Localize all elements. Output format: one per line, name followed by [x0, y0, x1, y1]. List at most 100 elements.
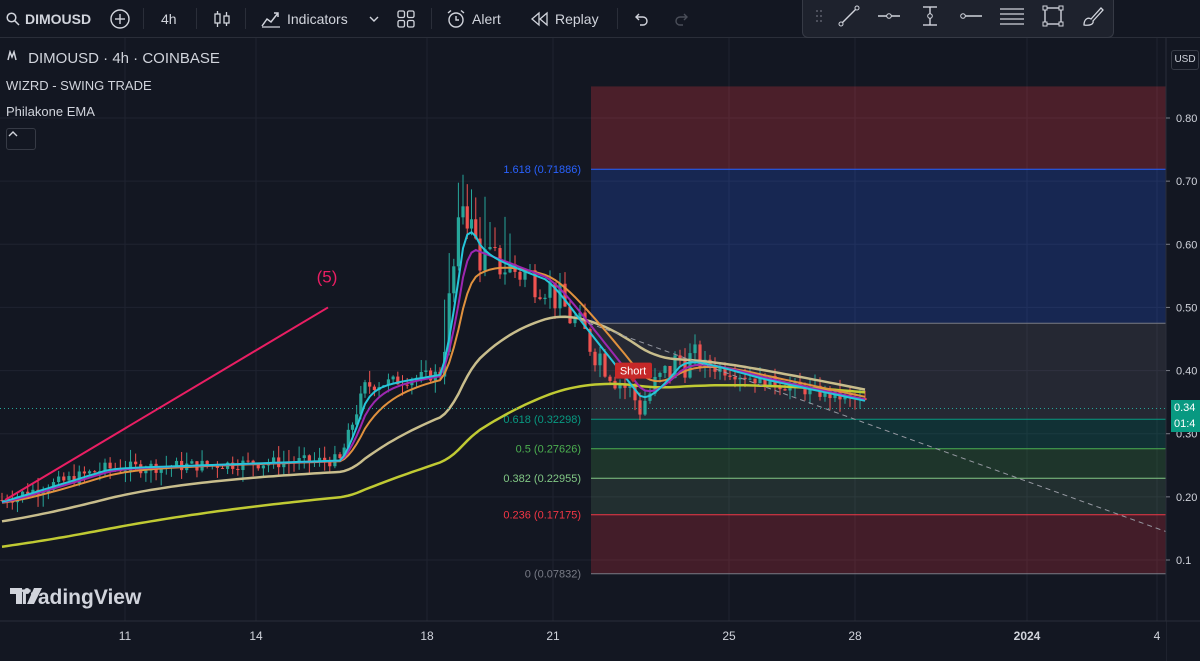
coinbase-logo-icon — [6, 50, 18, 64]
candle-body — [728, 375, 732, 377]
fib-level-label: 1.618 (0.71886) — [503, 164, 581, 176]
symbol-search[interactable]: DIMOUSD — [6, 0, 91, 37]
candle-body — [543, 297, 547, 300]
indicator-legend-2[interactable]: Philakone EMA — [6, 104, 95, 119]
candle-body — [628, 386, 632, 388]
candle-body — [708, 359, 712, 368]
tradingview-logo[interactable]: TradingView — [10, 586, 141, 610]
replay-button[interactable]: Replay — [531, 0, 599, 37]
horizontal-ray-tool[interactable] — [875, 4, 903, 32]
dashed-trend-line — [579, 319, 1167, 533]
wave-label: (5) — [317, 267, 338, 286]
candle-body — [93, 471, 97, 473]
symbol-label: DIMOUSD — [25, 10, 92, 27]
candle-body — [134, 461, 138, 465]
replay-label: Replay — [555, 10, 599, 27]
candle-body — [461, 206, 465, 218]
candle-body — [190, 461, 194, 464]
candle-body — [396, 376, 400, 385]
fib-zone — [591, 169, 1166, 324]
layout-button[interactable] — [396, 0, 416, 37]
candle-body — [271, 457, 276, 464]
search-icon — [6, 11, 20, 26]
candle-body — [346, 429, 350, 448]
candle-body — [743, 377, 747, 380]
toolbar-divider — [431, 8, 432, 29]
candle-body — [456, 217, 460, 267]
price-tick-label: 0.1 — [1176, 555, 1191, 567]
trend-line-tool[interactable] — [835, 4, 863, 32]
grid — [0, 38, 1166, 621]
fib-level-label: 0.236 (0.17175) — [503, 510, 581, 522]
candle-body — [302, 455, 306, 459]
time-scale-bg — [0, 621, 1166, 661]
candle-body — [783, 389, 787, 391]
fib-retracement[interactable]: 1.618 (0.71886) 0.618 (0.32298) 0.5 (0.276… — [503, 86, 1166, 581]
candle-body — [474, 219, 478, 239]
indicator-legend-1[interactable]: WIZRD - SWING TRADE — [6, 78, 152, 93]
fib-zone — [591, 419, 1166, 449]
alarm-clock-icon — [446, 9, 466, 29]
indicator-templates-button[interactable] — [368, 0, 380, 37]
time-tick-label: 2024 — [1014, 629, 1041, 643]
candle-body — [405, 384, 409, 386]
candle-body — [174, 460, 179, 467]
drag-handle[interactable] — [805, 4, 833, 32]
indicators-icon — [261, 10, 281, 28]
candle-body — [159, 467, 163, 473]
undo-button[interactable] — [632, 0, 650, 37]
price-chart[interactable]: 1.618 (0.71886) 0.618 (0.32298) 0.5 (0.276… — [0, 38, 1200, 661]
candle-body — [763, 375, 767, 388]
candle-body — [355, 414, 359, 425]
drawing-toolbar — [802, 0, 1114, 38]
indicators-button[interactable]: Indicators — [261, 0, 348, 37]
price-tick-label: 0.50 — [1176, 302, 1197, 314]
trend-line-icon — [837, 4, 861, 33]
symbol-legend[interactable]: DIMOUSD · 4h · COINBASE — [6, 50, 220, 67]
price-tick-label: 0.70 — [1176, 176, 1197, 188]
rectangle-icon — [1041, 4, 1065, 33]
time-tick-label: 18 — [420, 629, 434, 643]
alert-button[interactable]: Alert — [446, 0, 501, 37]
candle-body — [738, 377, 742, 380]
chart-area[interactable]: 1.618 (0.71886) 0.618 (0.32298) 0.5 (0.276… — [0, 38, 1200, 661]
candle-body — [205, 460, 209, 465]
vertical-line-tool[interactable] — [916, 4, 944, 32]
redo-button[interactable] — [673, 0, 691, 37]
fib-level-label: 0.382 (0.22955) — [503, 473, 581, 485]
drawings[interactable]: (5) Short — [0, 267, 1167, 533]
candle-body — [342, 447, 346, 459]
parallel-channel-tool[interactable] — [998, 4, 1026, 32]
interval-button[interactable]: 4h — [161, 0, 177, 37]
vertical-line-icon — [918, 4, 942, 33]
candle-body — [488, 247, 492, 250]
candle-body — [261, 465, 265, 469]
rectangle-tool[interactable] — [1039, 4, 1067, 32]
bar-countdown-label: 01:4 — [1171, 416, 1200, 432]
top-toolbar: DIMOUSD 4h Indicators Alert — [0, 0, 1200, 38]
candle-body — [21, 491, 25, 497]
horizontal-ray-right-tool[interactable] — [957, 4, 985, 32]
candle-body — [578, 312, 582, 318]
candle-body — [424, 370, 428, 373]
candle-body — [698, 344, 702, 367]
candle-body — [753, 378, 757, 384]
price-tick-label: 0.40 — [1176, 366, 1197, 378]
toolbar-divider — [245, 8, 246, 29]
candle-body — [558, 283, 562, 309]
compare-symbol-button[interactable] — [109, 0, 131, 37]
candle-body — [523, 271, 527, 280]
currency-button[interactable]: USD — [1171, 50, 1199, 70]
indicators-label: Indicators — [287, 10, 348, 27]
fib-level-label: 0.618 (0.32298) — [503, 414, 581, 426]
chart-type-button[interactable] — [212, 0, 232, 37]
interval-label: 4h — [161, 10, 177, 27]
time-tick-label: 25 — [722, 629, 736, 643]
time-tick-label: 11 — [119, 629, 132, 643]
collapse-legend-button[interactable] — [6, 128, 36, 150]
fib-zone — [591, 86, 1166, 170]
brush-tool[interactable] — [1079, 4, 1107, 32]
candle-body — [553, 282, 557, 309]
legend-title: DIMOUSD · 4h · COINBASE — [28, 50, 220, 67]
candle-body — [144, 470, 148, 474]
